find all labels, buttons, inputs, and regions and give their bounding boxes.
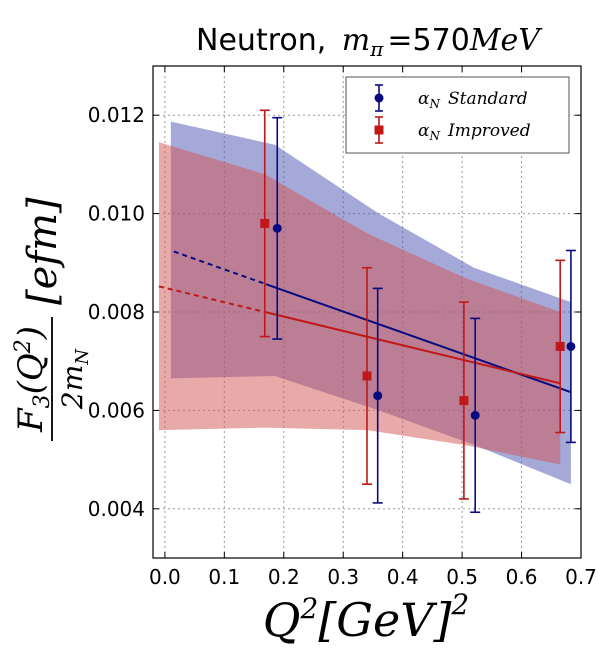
ylabel-num-arg: (Q xyxy=(11,353,51,394)
x-tick-label: 0.1 xyxy=(208,565,240,589)
legend-label-series-2: αN Improved xyxy=(418,121,531,143)
xlabel-exp: 2 xyxy=(299,592,318,625)
data-point-series-2 xyxy=(555,341,565,351)
title-eq: =570 xyxy=(387,23,469,58)
legend-marker-series-2 xyxy=(374,125,384,135)
y-axis-label: F3(Q2) 2mN [efm] xyxy=(11,197,93,441)
x-tick-label: 0.3 xyxy=(327,565,359,589)
xlabel-q: Q xyxy=(263,593,301,647)
x-tick-label: 0.7 xyxy=(565,565,597,589)
legend-marker-series-1 xyxy=(374,93,384,103)
data-point-series-1 xyxy=(470,410,480,420)
title-unit: MeV xyxy=(469,23,543,58)
title-math: m xyxy=(342,23,370,58)
x-tick-label: 0.0 xyxy=(149,565,181,589)
x-tick-label: 0.2 xyxy=(268,565,300,589)
x-axis-label: Q2[GeV]2 xyxy=(263,588,469,647)
ylabel-num-sub: 3 xyxy=(30,394,55,408)
ylabel-num: F xyxy=(11,407,51,433)
data-point-series-2 xyxy=(459,396,469,406)
title-prefix: Neutron, xyxy=(196,23,326,58)
xlabel-exp2: 2 xyxy=(450,588,469,621)
y-tick-label: 0.008 xyxy=(88,300,145,324)
fit-line-solid-series-2 xyxy=(265,311,561,385)
ylabel-num-close: ) xyxy=(11,326,51,340)
y-tick-label: 0.012 xyxy=(88,103,145,127)
ylabel-num-arg-exp: 2 xyxy=(11,339,36,354)
xlabel-unit: [GeV] xyxy=(318,593,451,647)
y-tick-label: 0.006 xyxy=(88,398,145,422)
y-tick-label: 0.010 xyxy=(88,202,145,226)
x-tick-label: 0.5 xyxy=(446,565,478,589)
fit-line-dashed-series-1 xyxy=(173,250,267,286)
chart-title: Neutron, mπ =570MeV xyxy=(196,23,543,61)
data-point-series-2 xyxy=(260,218,270,228)
data-point-series-2 xyxy=(362,371,372,381)
ylabel-unit: [efm] xyxy=(20,197,66,305)
y-tick-label: 0.004 xyxy=(88,497,145,521)
data-point-series-1 xyxy=(566,341,576,351)
ylabel-den-sub: N xyxy=(72,348,93,366)
svg-text:F3(Q2): F3(Q2) xyxy=(11,326,55,433)
legend-label-series-1: αN Standard xyxy=(418,89,528,111)
legend: αN Standard αN Improved xyxy=(345,76,570,154)
error-band-series-2 xyxy=(158,142,561,465)
data-point-series-1 xyxy=(373,391,383,401)
x-tick-label: 0.4 xyxy=(387,565,419,589)
x-tick-label: 0.6 xyxy=(506,565,538,589)
title-sub: π xyxy=(369,37,384,61)
legend-box xyxy=(345,76,570,154)
data-point-series-1 xyxy=(272,223,282,233)
plot-area: 0.0 0.1 0.2 0.3 0.4 0.5 0.6 0.7 0.004 0.006 0.008 0… xyxy=(88,65,597,589)
fit-line-dashed-series-2 xyxy=(158,285,267,314)
ylabel-den: 2m xyxy=(56,365,89,410)
svg-text:2mN: 2mN xyxy=(56,348,93,410)
